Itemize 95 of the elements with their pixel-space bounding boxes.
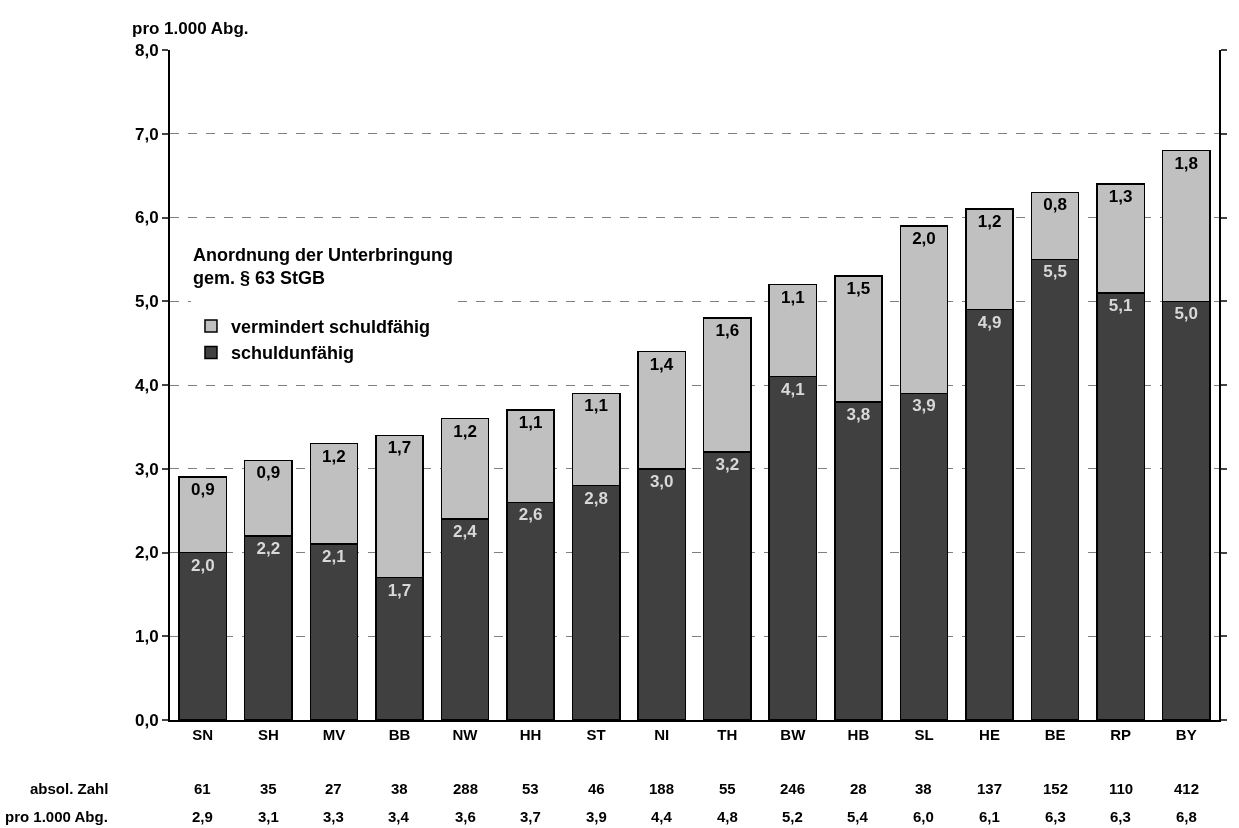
text: 5,2 bbox=[782, 808, 803, 825]
data-label: 3,0 bbox=[649, 471, 674, 491]
data-label: 2,2 bbox=[256, 538, 281, 558]
data-label: 5,5 bbox=[1043, 262, 1067, 282]
text: 55 bbox=[719, 780, 736, 797]
text: 137 bbox=[977, 780, 1003, 797]
text: 35 bbox=[260, 780, 277, 797]
x-tick-label: TH bbox=[717, 726, 738, 743]
x-tick-label: HH bbox=[519, 726, 542, 743]
data-label: 1,2 bbox=[453, 421, 477, 441]
y-axis-title: pro 1.000 Abg. bbox=[132, 19, 249, 38]
text: 6,3 bbox=[1110, 808, 1131, 825]
text: 6,8 bbox=[1176, 808, 1197, 825]
x-tick-label: RP bbox=[1110, 726, 1132, 743]
data-label: 0,9 bbox=[256, 463, 281, 483]
y-tick-label: 2,0 bbox=[134, 543, 159, 563]
text: 4,8 bbox=[717, 808, 738, 825]
x-tick-label: SH bbox=[257, 726, 279, 743]
data-label: 1,7 bbox=[387, 438, 412, 458]
data-label: 2,0 bbox=[190, 555, 215, 575]
text: 3,6 bbox=[455, 808, 476, 825]
data-label: 1,2 bbox=[322, 446, 346, 466]
data-label: 1,4 bbox=[649, 354, 674, 374]
text: 38 bbox=[391, 780, 408, 797]
data-label: 1,2 bbox=[977, 212, 1002, 232]
text: 3,3 bbox=[323, 808, 344, 825]
x-tick-label: BY bbox=[1175, 726, 1197, 743]
y-tick-label: 6,0 bbox=[134, 208, 159, 228]
text: 110 bbox=[1109, 780, 1134, 797]
data-label: 1,3 bbox=[1108, 187, 1133, 206]
data-label: 0,9 bbox=[190, 480, 215, 500]
text: 4,4 bbox=[651, 808, 673, 825]
text: 3,7 bbox=[520, 808, 541, 825]
y-tick-label: 4,0 bbox=[134, 375, 159, 395]
data-label: 1,7 bbox=[387, 580, 412, 600]
text: 152 bbox=[1043, 780, 1069, 797]
text: 288 bbox=[453, 780, 479, 797]
text: 5,4 bbox=[847, 808, 869, 825]
data-label: 1,8 bbox=[1174, 153, 1199, 173]
legend-label: schuldunfähig bbox=[230, 343, 354, 364]
text: 2,9 bbox=[192, 808, 213, 825]
data-label: 3,9 bbox=[912, 396, 936, 416]
text: 46 bbox=[588, 780, 605, 797]
text: absol. Zahl bbox=[30, 780, 109, 797]
text: 3,4 bbox=[388, 808, 410, 825]
text: 53 bbox=[522, 780, 539, 797]
y-tick-label: 5,0 bbox=[134, 292, 159, 312]
data-label: 4,9 bbox=[977, 312, 1002, 332]
x-tick-label: HE bbox=[979, 726, 1000, 743]
data-label: 3,8 bbox=[846, 404, 871, 424]
x-tick-label: NW bbox=[452, 726, 479, 743]
y-tick-label: 1,0 bbox=[134, 627, 159, 647]
x-tick-label: HB bbox=[847, 726, 870, 743]
data-label: 1,1 bbox=[584, 396, 608, 416]
x-tick-label: BW bbox=[780, 726, 807, 743]
legend-title: Anordnung der Unterbringung gem. § 63 StGB bbox=[192, 245, 453, 289]
text: 6,1 bbox=[979, 808, 1000, 825]
text: 28 bbox=[850, 780, 867, 797]
y-tick-label: 3,0 bbox=[134, 459, 159, 479]
y-tick-label: 0,0 bbox=[134, 710, 159, 730]
x-tick-label: SL bbox=[914, 726, 934, 743]
text: 61 bbox=[194, 780, 211, 797]
x-tick-label: NI bbox=[654, 726, 670, 743]
x-tick-label: MV bbox=[322, 726, 346, 743]
data-label: 2,1 bbox=[322, 547, 346, 567]
data-label: 5,1 bbox=[1108, 295, 1133, 315]
data-label: 2,0 bbox=[912, 228, 936, 248]
data-label: 2,4 bbox=[452, 522, 478, 541]
text: 6,3 bbox=[1045, 808, 1066, 825]
y-tick-label: 8,0 bbox=[134, 40, 159, 60]
data-label: 3,2 bbox=[715, 455, 740, 474]
y-tick-label: 7,0 bbox=[134, 124, 159, 144]
data-label: 2,6 bbox=[518, 505, 543, 525]
data-label: 1,5 bbox=[846, 279, 871, 299]
data-label: 4,1 bbox=[781, 379, 805, 399]
text: 246 bbox=[780, 780, 806, 797]
x-tick-label: SN bbox=[192, 726, 214, 743]
data-label: 1,1 bbox=[781, 287, 805, 307]
text: 3,1 bbox=[258, 808, 279, 825]
data-label: 0,8 bbox=[1043, 195, 1067, 215]
text: 27 bbox=[325, 780, 342, 797]
x-tick-label: BE bbox=[1044, 726, 1066, 743]
legend-label: vermindert schuldfähig bbox=[230, 317, 431, 338]
x-tick-label: BB bbox=[388, 726, 411, 743]
text: 412 bbox=[1174, 780, 1200, 797]
data-label: 2,8 bbox=[584, 488, 608, 508]
data-label: 1,1 bbox=[518, 413, 543, 433]
text: 38 bbox=[915, 780, 932, 797]
text: 3,9 bbox=[586, 808, 607, 825]
text: pro 1.000 Abg. bbox=[5, 808, 108, 825]
text: 188 bbox=[649, 780, 675, 797]
text: 6,0 bbox=[913, 808, 934, 825]
data-label: 5,0 bbox=[1174, 304, 1199, 324]
x-tick-label: ST bbox=[586, 726, 606, 743]
data-label: 1,6 bbox=[715, 321, 740, 340]
